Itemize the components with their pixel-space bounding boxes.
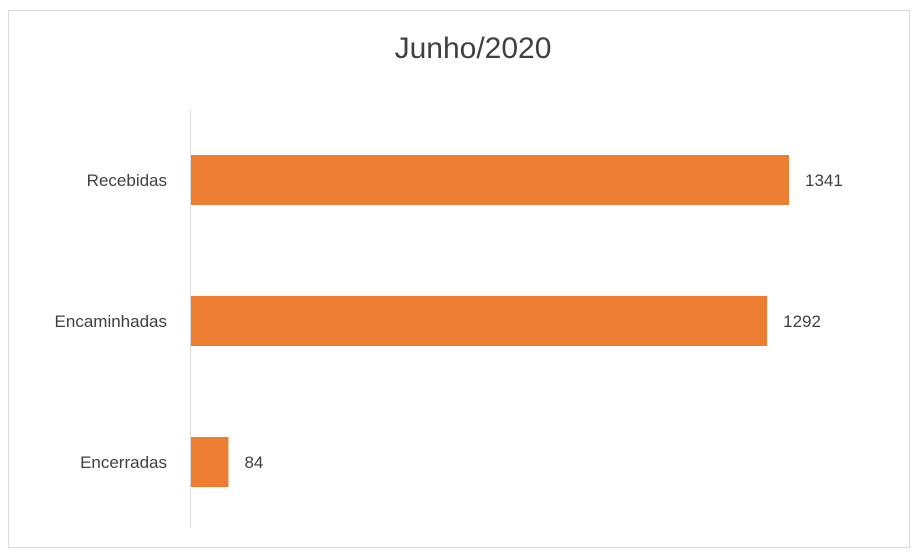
bar-encaminhadas bbox=[191, 296, 768, 346]
bar-recebidas bbox=[191, 155, 789, 205]
data-label-encerradas: 84 bbox=[244, 453, 263, 472]
category-label-encaminhadas: Encaminhadas bbox=[55, 312, 167, 331]
chart-frame bbox=[8, 10, 910, 548]
bar-encerradas bbox=[191, 437, 229, 487]
data-label-encaminhadas: 1292 bbox=[783, 312, 821, 331]
data-label-recebidas: 1341 bbox=[805, 171, 843, 190]
category-label-encerradas: Encerradas bbox=[80, 453, 167, 472]
bars-layer: Recebidas 1341 Encaminhadas 1292 Encerradas 8… bbox=[55, 155, 843, 487]
chart-title: Junho/2020 bbox=[394, 32, 552, 65]
category-label-recebidas: Recebidas bbox=[87, 171, 167, 190]
